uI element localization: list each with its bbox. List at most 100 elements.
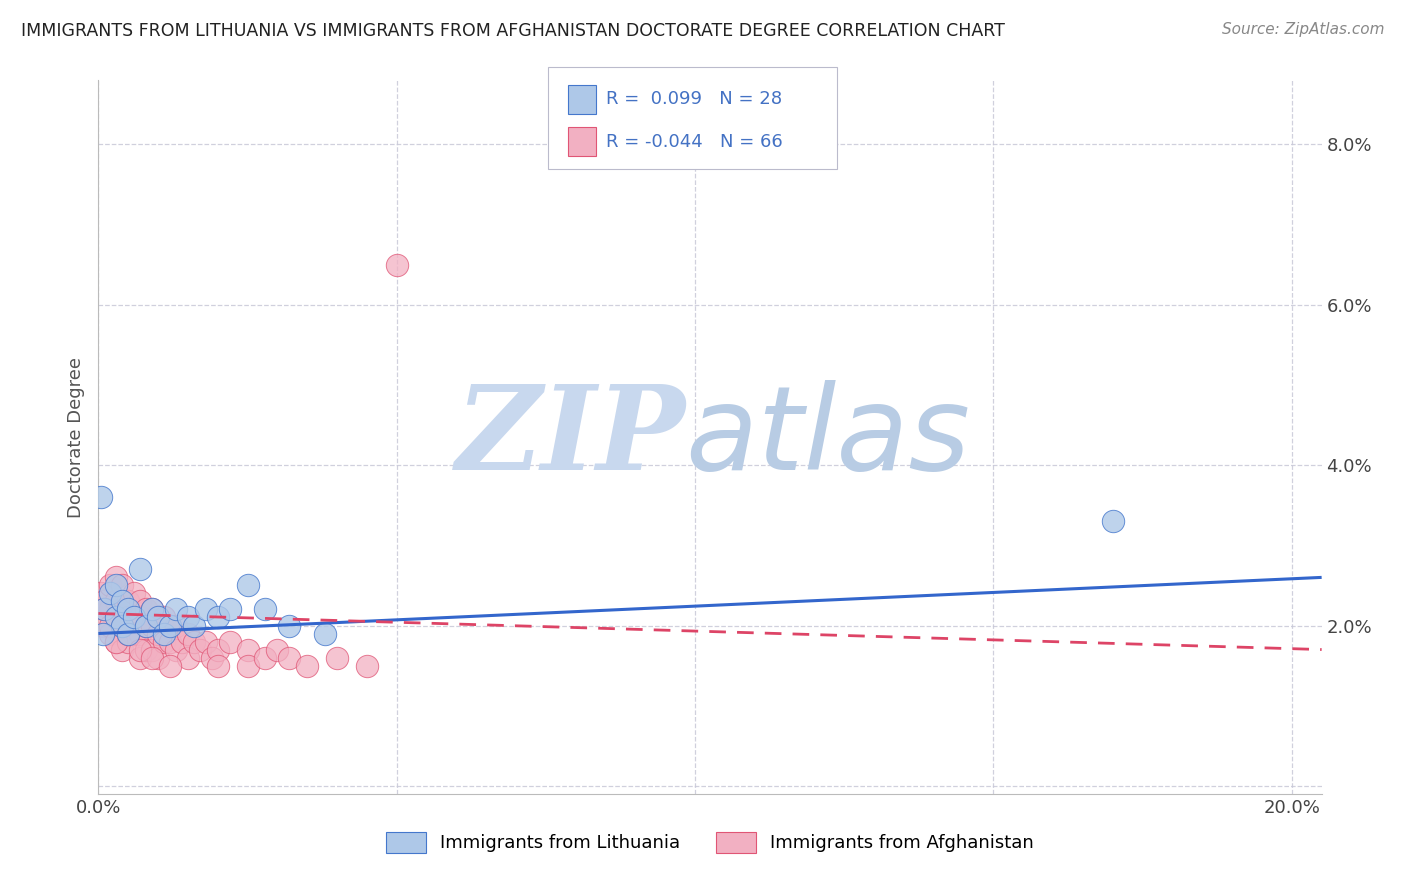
Point bbox=[297, 658, 319, 673]
Point bbox=[98, 602, 121, 616]
Point bbox=[129, 610, 152, 624]
Point bbox=[129, 594, 152, 608]
Point bbox=[93, 618, 115, 632]
Point bbox=[105, 610, 128, 624]
Point bbox=[111, 602, 134, 616]
Point bbox=[183, 618, 205, 632]
Point bbox=[98, 626, 121, 640]
Point bbox=[93, 602, 115, 616]
Point bbox=[146, 610, 169, 624]
Point bbox=[207, 658, 229, 673]
Point bbox=[146, 610, 169, 624]
Point bbox=[129, 650, 152, 665]
Point bbox=[165, 618, 187, 632]
Point bbox=[188, 642, 211, 657]
Point bbox=[98, 578, 121, 592]
Point bbox=[135, 642, 157, 657]
Point bbox=[98, 618, 121, 632]
Point bbox=[201, 650, 224, 665]
Point bbox=[236, 642, 259, 657]
Point bbox=[194, 602, 217, 616]
Point bbox=[122, 610, 145, 624]
Point bbox=[159, 634, 181, 648]
Point bbox=[122, 586, 145, 600]
Point bbox=[90, 490, 112, 504]
Point bbox=[105, 570, 128, 584]
Point bbox=[91, 626, 114, 640]
Point bbox=[266, 642, 288, 657]
Point bbox=[141, 602, 163, 616]
Point bbox=[117, 626, 139, 640]
Text: ZIP: ZIP bbox=[456, 380, 686, 494]
Point bbox=[98, 586, 121, 600]
Point bbox=[135, 618, 157, 632]
Point bbox=[385, 258, 408, 272]
Point bbox=[122, 626, 145, 640]
Point bbox=[177, 650, 200, 665]
Point bbox=[153, 634, 176, 648]
Point bbox=[194, 634, 217, 648]
Point bbox=[117, 626, 139, 640]
Text: Source: ZipAtlas.com: Source: ZipAtlas.com bbox=[1222, 22, 1385, 37]
Point bbox=[105, 634, 128, 648]
Point bbox=[207, 610, 229, 624]
Point bbox=[141, 602, 163, 616]
Point bbox=[207, 642, 229, 657]
Point bbox=[146, 626, 169, 640]
Point bbox=[117, 602, 139, 616]
Point bbox=[111, 642, 134, 657]
Point bbox=[254, 602, 277, 616]
Point bbox=[111, 594, 134, 608]
Text: R = -0.044   N = 66: R = -0.044 N = 66 bbox=[606, 133, 783, 151]
Legend: Immigrants from Lithuania, Immigrants from Afghanistan: Immigrants from Lithuania, Immigrants fr… bbox=[378, 824, 1042, 860]
Point bbox=[93, 594, 115, 608]
Point bbox=[254, 650, 277, 665]
Point bbox=[278, 618, 301, 632]
Point bbox=[141, 650, 163, 665]
Point bbox=[165, 602, 187, 616]
Point bbox=[117, 610, 139, 624]
Point bbox=[236, 578, 259, 592]
Point bbox=[111, 578, 134, 592]
Point bbox=[111, 618, 134, 632]
Point bbox=[356, 658, 378, 673]
Point bbox=[129, 642, 152, 657]
Point bbox=[170, 634, 193, 648]
Point bbox=[105, 594, 128, 608]
Point bbox=[93, 602, 115, 616]
Text: atlas: atlas bbox=[686, 380, 970, 494]
Point bbox=[326, 650, 349, 665]
Point bbox=[218, 602, 240, 616]
Point bbox=[117, 634, 139, 648]
Point bbox=[177, 626, 200, 640]
Point bbox=[153, 610, 176, 624]
Point bbox=[129, 562, 152, 576]
Point bbox=[111, 618, 134, 632]
Point bbox=[278, 650, 301, 665]
Point bbox=[135, 618, 157, 632]
Point bbox=[165, 642, 187, 657]
Point bbox=[183, 634, 205, 648]
Point bbox=[117, 594, 139, 608]
Point bbox=[129, 626, 152, 640]
Point bbox=[90, 586, 112, 600]
Point bbox=[135, 602, 157, 616]
Point bbox=[218, 634, 240, 648]
Point bbox=[146, 650, 169, 665]
Point bbox=[177, 610, 200, 624]
Point bbox=[314, 626, 336, 640]
Point bbox=[1101, 514, 1123, 528]
Point bbox=[153, 626, 176, 640]
Y-axis label: Doctorate Degree: Doctorate Degree bbox=[66, 357, 84, 517]
Point bbox=[105, 610, 128, 624]
Point bbox=[141, 642, 163, 657]
Point bbox=[105, 634, 128, 648]
Text: R =  0.099   N = 28: R = 0.099 N = 28 bbox=[606, 90, 782, 109]
Point bbox=[159, 658, 181, 673]
Point bbox=[111, 618, 134, 632]
Point bbox=[236, 658, 259, 673]
Point bbox=[159, 618, 181, 632]
Point bbox=[159, 618, 181, 632]
Text: IMMIGRANTS FROM LITHUANIA VS IMMIGRANTS FROM AFGHANISTAN DOCTORATE DEGREE CORREL: IMMIGRANTS FROM LITHUANIA VS IMMIGRANTS … bbox=[21, 22, 1005, 40]
Point bbox=[105, 578, 128, 592]
